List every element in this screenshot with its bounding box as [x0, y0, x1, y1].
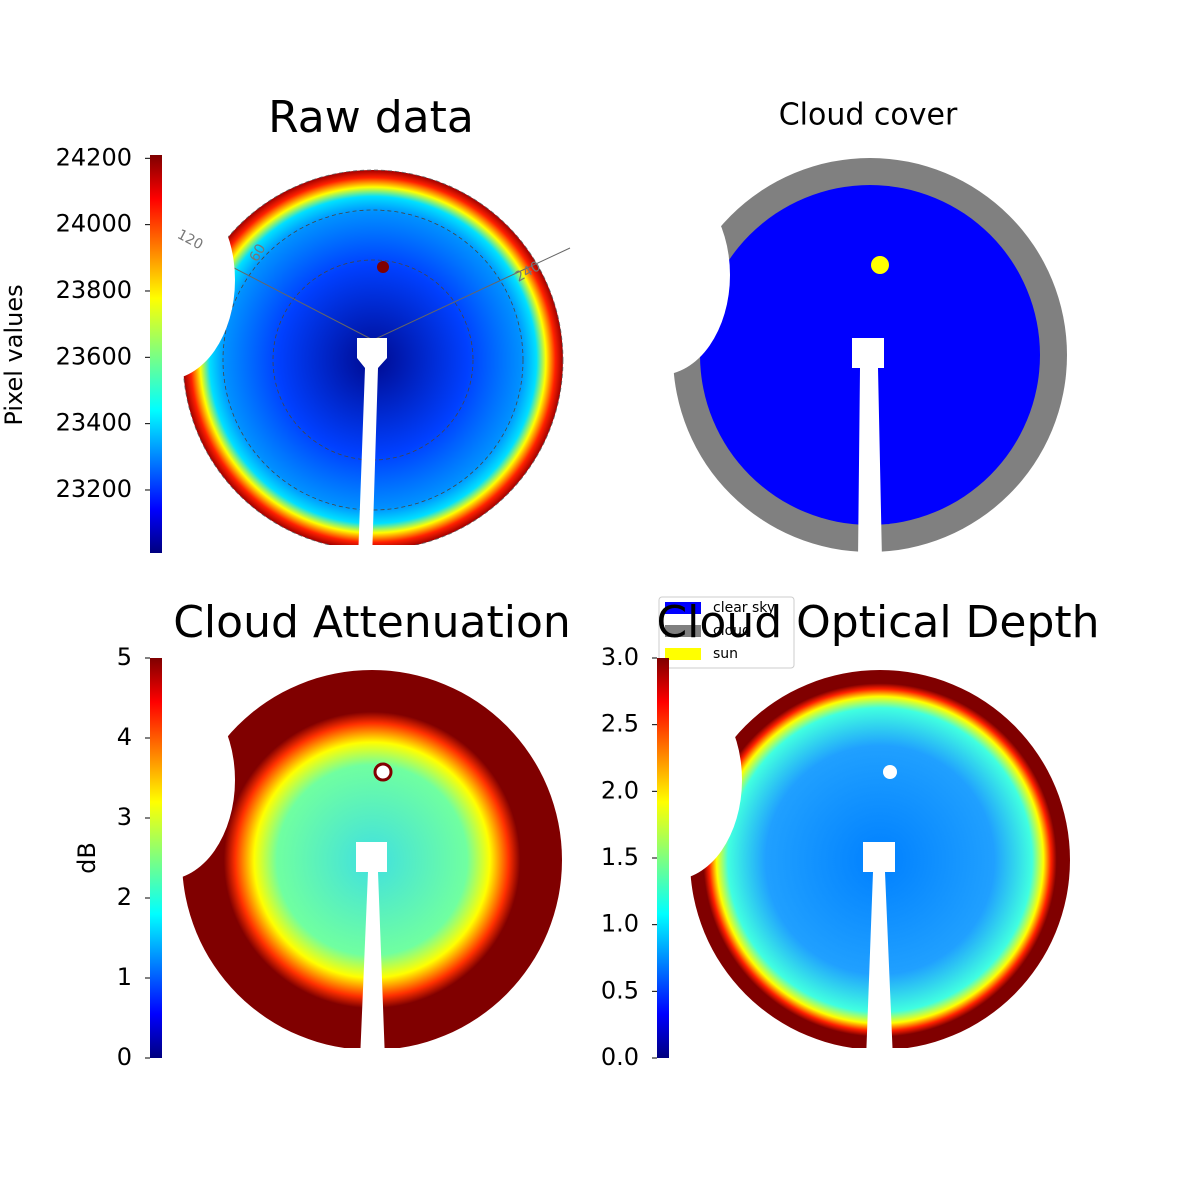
colorbar-tick-label: 2.0	[601, 776, 639, 804]
colorbar-tick-label: 23800	[56, 276, 132, 304]
colorbar-tick-label: 23400	[56, 409, 132, 437]
sun-mask	[871, 256, 889, 274]
colorbar-tick-label: 3	[117, 803, 132, 831]
colorbar-tick-label: 24200	[56, 143, 132, 171]
masks	[95, 175, 1100, 1068]
colorbar-tick-label: 2	[117, 883, 132, 911]
colorbar-tick-label: 1.5	[601, 843, 639, 871]
colorbar	[657, 658, 669, 1058]
panel-title: Cloud Attenuation	[173, 597, 571, 648]
colorbar-tick-label: 0.0	[601, 1043, 639, 1071]
colorbar-tick-label: 0	[117, 1043, 132, 1071]
sun-spot	[373, 762, 393, 782]
polar-grid	[222, 209, 524, 511]
legend-swatch	[665, 625, 701, 637]
panels: Raw data232002340023600238002400024200Pi…	[0, 92, 1100, 1071]
legend-swatch	[665, 602, 701, 614]
legend-label: cloud	[713, 623, 751, 639]
colorbar-tick-label: 5	[117, 643, 132, 671]
colorbar-tick-label: 1	[117, 963, 132, 991]
panel-title: Cloud Optical Depth	[656, 597, 1099, 648]
colorbar-tick-label: 23600	[56, 342, 132, 370]
polar-label: 60	[247, 241, 270, 264]
colorbar-label: Pixel values	[0, 284, 28, 425]
sun-spot	[883, 765, 897, 779]
legend-label: clear sky	[713, 600, 775, 616]
images	[95, 158, 1100, 1068]
colorbar-label: dB	[73, 842, 101, 874]
sun-spot	[377, 261, 389, 273]
colorbar-tick-label: 3.0	[601, 643, 639, 671]
colorbar-tick-label: 23200	[56, 475, 132, 503]
legend-label: sun	[713, 646, 738, 662]
panel-title: Cloud cover	[779, 98, 958, 133]
colorbar	[150, 658, 162, 1058]
polar-spoke	[372, 247, 571, 341]
colorbar-tick-label: 4	[117, 723, 132, 751]
colorbar-tick-label: 24000	[56, 210, 132, 238]
panel-title: Raw data	[268, 92, 474, 143]
colorbar-tick-label: 1.0	[601, 910, 639, 938]
colorbar-tick-label: 0.5	[601, 976, 639, 1004]
legend-swatch	[665, 648, 701, 660]
colorbar-tick-label: 2.5	[601, 710, 639, 738]
colorbar	[150, 155, 162, 553]
